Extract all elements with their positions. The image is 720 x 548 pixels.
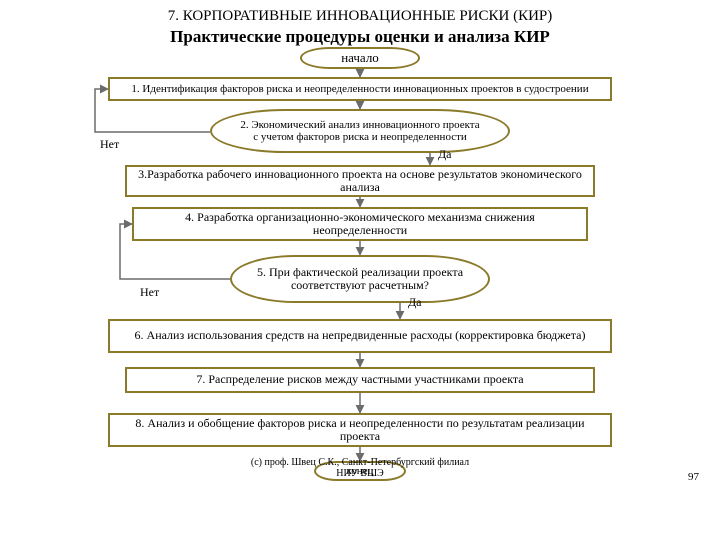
heading-line-2: Практические процедуры оценки и анализа … bbox=[0, 27, 720, 47]
process-step-1: 1. Идентификация факторов риска и неопре… bbox=[108, 77, 612, 101]
footer-credit: (с) проф. Швец С.К., Санкт-Петербургский… bbox=[240, 457, 480, 479]
process-step-8: 8. Анализ и обобщение факторов риска и н… bbox=[108, 413, 612, 447]
decision-step-5: 5. При фактической реализации проекта со… bbox=[230, 255, 490, 303]
flowchart-canvas: начало 1. Идентификация факторов риска и… bbox=[0, 47, 720, 517]
process-step-7: 7. Распределение рисков между частными у… bbox=[125, 367, 595, 393]
page-number: 97 bbox=[688, 471, 699, 483]
process-step-6: 6. Анализ использования средств на непре… bbox=[108, 319, 612, 353]
terminator-start: начало bbox=[300, 47, 420, 69]
decision-5-yes-label: Да bbox=[408, 295, 422, 310]
decision-5-no-label: Нет bbox=[140, 285, 159, 300]
decision-2-yes-label: Да bbox=[438, 147, 452, 162]
process-step-3: 3.Разработка рабочего инновационного про… bbox=[125, 165, 595, 197]
process-step-4: 4. Разработка организационно-экономическ… bbox=[132, 207, 588, 241]
decision-step-2: 2. Экономический анализ инновационного п… bbox=[210, 109, 510, 153]
decision-2-no-label: Нет bbox=[100, 137, 119, 152]
heading-line-1: 7. КОРПОРАТИВНЫЕ ИННОВАЦИОННЫЕ РИСКИ (КИ… bbox=[0, 8, 720, 25]
